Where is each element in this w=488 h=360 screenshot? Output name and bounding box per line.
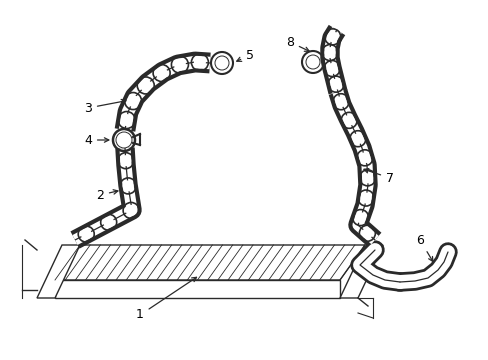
Circle shape	[352, 133, 363, 144]
Polygon shape	[55, 245, 364, 280]
Text: 3: 3	[84, 99, 125, 114]
Text: 6: 6	[415, 234, 432, 261]
Circle shape	[125, 205, 136, 216]
Circle shape	[354, 212, 366, 223]
Circle shape	[121, 114, 132, 126]
Polygon shape	[339, 245, 382, 298]
Circle shape	[194, 56, 205, 68]
Circle shape	[330, 79, 341, 90]
Circle shape	[361, 228, 372, 239]
Circle shape	[359, 152, 369, 163]
Circle shape	[155, 67, 167, 79]
Circle shape	[326, 31, 338, 42]
Polygon shape	[37, 245, 80, 298]
Circle shape	[324, 47, 335, 58]
Circle shape	[335, 96, 346, 107]
Text: 1: 1	[136, 277, 196, 321]
Text: 7: 7	[363, 168, 393, 185]
Text: 8: 8	[285, 36, 308, 51]
Circle shape	[120, 155, 131, 166]
Circle shape	[326, 63, 337, 74]
Circle shape	[362, 172, 372, 183]
Circle shape	[81, 229, 92, 240]
Text: 2: 2	[96, 189, 118, 202]
Circle shape	[360, 193, 371, 203]
Circle shape	[103, 217, 114, 228]
Circle shape	[127, 95, 139, 107]
Text: 5: 5	[236, 49, 253, 62]
Circle shape	[343, 115, 354, 126]
Circle shape	[174, 59, 185, 71]
Circle shape	[122, 180, 133, 192]
Polygon shape	[55, 280, 339, 298]
Text: 4: 4	[84, 134, 109, 147]
Circle shape	[140, 80, 151, 91]
